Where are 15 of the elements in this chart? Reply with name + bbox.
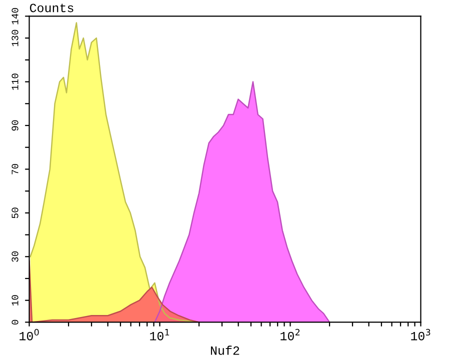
- y-tick-label: 30: [12, 251, 18, 262]
- y-axis-title: Counts: [30, 4, 74, 12]
- x-tick-label: 10$^{2}$: [280, 328, 300, 340]
- y-tick-label: 110: [12, 74, 18, 90]
- y-tick-label: 10: [12, 295, 18, 306]
- y-tick-label: 70: [12, 164, 18, 174]
- x-axis-title: Nuf2: [210, 346, 240, 355]
- y-tick-label: 130: [12, 30, 18, 46]
- y-tick-label: 90: [12, 120, 18, 131]
- x-tick-label: 10$^{0}$: [20, 328, 39, 340]
- x-tick-label: 10$^{1}$: [150, 329, 170, 340]
- y-tick-label: 50: [12, 208, 18, 218]
- x-tick-label: 10$^{3}$: [411, 328, 430, 340]
- y-tick-label: 0: [12, 320, 18, 325]
- y-tick-label: 140: [12, 8, 18, 24]
